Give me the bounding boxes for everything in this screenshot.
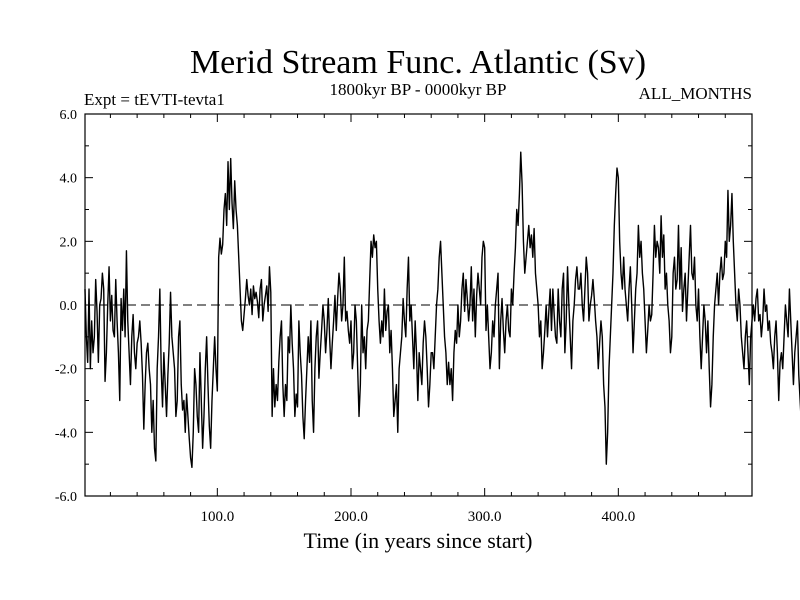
chart-subtitle: 1800kyr BP - 0000kyr BP [330,80,507,99]
y-tick-label: 0.0 [60,299,78,314]
y-tick-label: 2.0 [60,235,78,250]
chart-title: Merid Stream Func. Atlantic (Sv) [190,44,646,81]
y-tick-label: -2.0 [55,363,77,378]
months-label: ALL_MONTHS [639,84,752,103]
x-axis-label: Time (in years since start) [304,528,533,553]
x-tick-label: 200.0 [334,509,368,525]
x-tick-label: 100.0 [200,509,234,525]
plot-area: -6.0 -4.0 -2.0 0.0 2.0 4.0 6.0 100.0 200.0 300.0 4… [55,108,800,525]
y-tick-label: 4.0 [60,172,78,187]
series-line [84,151,800,469]
x-tick-label: 300.0 [468,509,502,525]
x-tick-label: 400.0 [601,509,635,525]
y-tick-label: -4.0 [55,426,77,441]
y-tick-label: -6.0 [55,490,77,505]
y-tick-label: 6.0 [60,108,78,123]
experiment-label: Expt = tEVTI-tevta1 [84,90,225,109]
